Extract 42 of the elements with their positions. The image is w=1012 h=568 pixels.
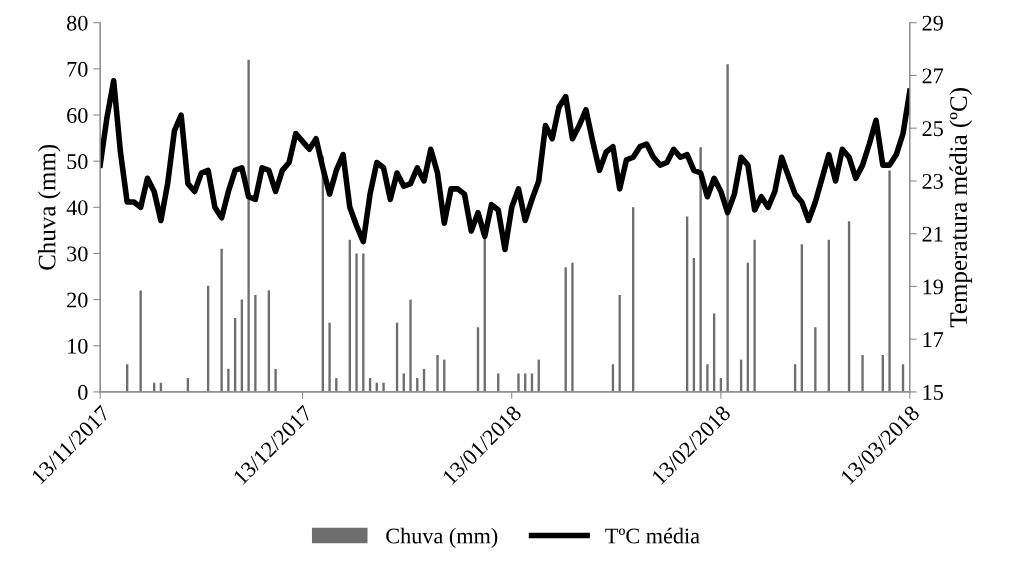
bar <box>139 290 142 392</box>
bar <box>861 355 864 392</box>
y-tick-label: 60 <box>67 107 88 123</box>
bar <box>571 262 574 392</box>
bar <box>247 59 250 392</box>
bar <box>274 368 277 392</box>
bar <box>355 253 358 392</box>
bar <box>409 299 412 392</box>
bar <box>706 364 709 392</box>
legend-label: TºC média <box>605 527 700 544</box>
y-tick-label: 20 <box>67 292 88 308</box>
bar <box>888 170 891 392</box>
bar <box>814 327 817 392</box>
bar <box>699 147 702 392</box>
y2-tick-label: 19 <box>923 279 943 295</box>
y2-tick-label: 21 <box>922 226 943 242</box>
bar <box>220 248 223 392</box>
y-tick-label: 40 <box>66 200 88 216</box>
bar <box>254 295 257 392</box>
legend-label: Chuva (mm) <box>386 527 498 548</box>
bar <box>227 368 230 392</box>
bar <box>335 378 338 392</box>
bar <box>328 322 331 392</box>
y-axis-title: Chuva (mm) <box>37 144 61 270</box>
y2-tick-label: 15 <box>923 384 943 400</box>
y-tick-label: 70 <box>67 61 88 77</box>
bar <box>436 355 439 392</box>
bar <box>726 64 729 392</box>
y2-axis-title: Temperatura média (ºC) <box>949 88 973 328</box>
y-tick-label: 30 <box>67 246 88 262</box>
y2-tick-label: 29 <box>922 15 943 31</box>
y-tick-label: 50 <box>67 154 88 170</box>
y2-tick-label: 25 <box>922 121 943 137</box>
y-tick-label: 80 <box>67 15 88 31</box>
bar <box>753 239 756 392</box>
y2-tick-label: 27 <box>922 68 944 84</box>
bar <box>382 382 385 392</box>
bar <box>517 373 520 392</box>
y2-tick-label: 17 <box>923 332 944 347</box>
y-tick-label: 0 <box>78 384 88 400</box>
y2-tick-label: 23 <box>922 173 943 189</box>
y-tick-label: 10 <box>68 338 88 354</box>
